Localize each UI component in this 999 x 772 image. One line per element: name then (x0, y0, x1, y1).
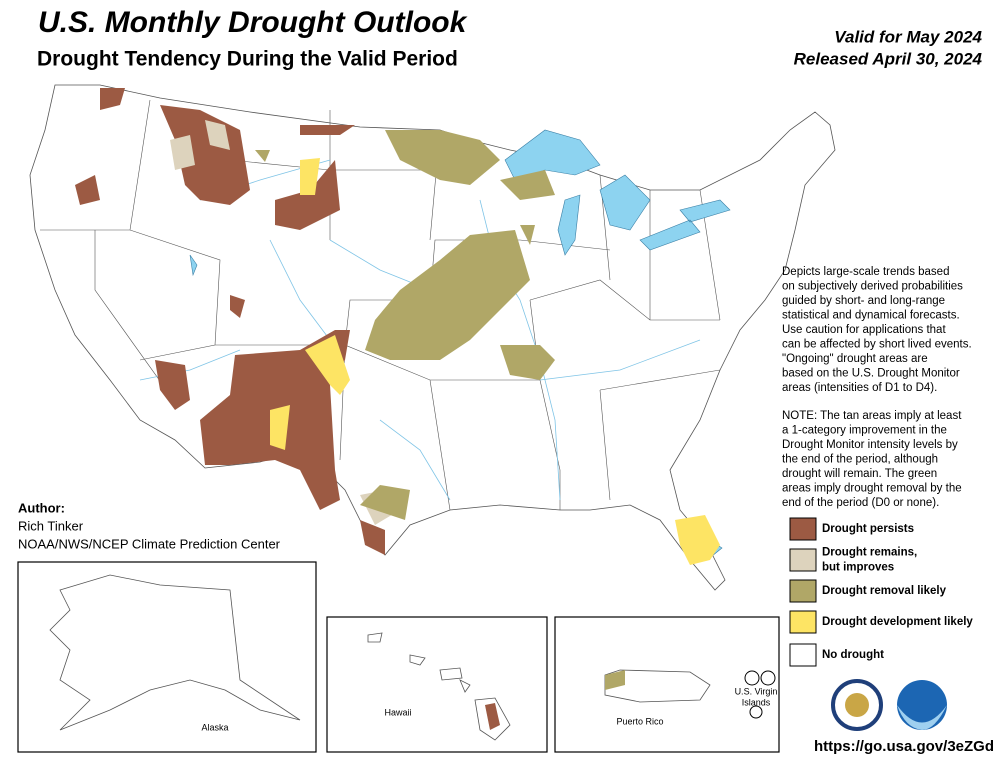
legend-swatch (789, 610, 817, 634)
description-line: can be affected by short lived events. (782, 339, 972, 351)
legend-label: Drought removal likely (822, 585, 947, 597)
description-line: "Ongoing" drought areas are (782, 353, 928, 365)
logos (831, 679, 947, 731)
drought-areas (75, 88, 720, 565)
note-line: a 1-category improvement in the (782, 425, 947, 437)
author-label: Author: (18, 500, 65, 515)
legend-label: but improves (822, 562, 894, 574)
description-line: statistical and dynamical forecasts. (782, 310, 960, 322)
description-line: areas (intensities of D1 to D4). (782, 382, 937, 394)
legend-swatch (789, 517, 817, 541)
legend-label: Drought remains, (822, 547, 917, 559)
note-line: end of the period (D0 or none). (782, 497, 939, 509)
note-line: NOTE: The tan areas imply at least (782, 410, 962, 422)
description-line: on subjectively derived probabilities (782, 281, 963, 293)
inset-label: Hawaii (384, 707, 411, 717)
valid-period: Valid for May 2024 (834, 27, 982, 46)
inset-label: U.S. Virgin (735, 686, 778, 696)
legend-label: Drought persists (822, 523, 914, 535)
legend-label: Drought development likely (822, 616, 973, 628)
note-line: areas imply drought removal by the (782, 483, 962, 495)
inset-maps (17, 561, 780, 753)
description-line: Depicts large-scale trends based (782, 266, 949, 278)
description-line: guided by short- and long-range (782, 295, 945, 307)
legend-label: No drought (822, 649, 884, 661)
url[interactable]: https://go.usa.gov/3eZGd (814, 738, 994, 755)
texts: U.S. Monthly Drought Outlook Drought Ten… (18, 6, 994, 755)
title: U.S. Monthly Drought Outlook (38, 6, 468, 39)
legend-swatch (789, 579, 817, 603)
release-date: Released April 30, 2024 (794, 49, 983, 68)
us-map (29, 84, 836, 591)
inset-label: Islands (742, 697, 771, 707)
legend-swatch (789, 643, 817, 667)
inset-label: Alaska (201, 722, 228, 732)
note-line: Drought Monitor intensity levels by (782, 439, 958, 451)
note-line: the end of the period, although (782, 454, 938, 466)
author-org: NOAA/NWS/NCEP Climate Prediction Center (18, 536, 281, 551)
description-line: based on the U.S. Drought Monitor (782, 368, 960, 380)
author-name: Rich Tinker (18, 518, 84, 533)
legend-swatch (789, 548, 817, 572)
description-line: Use caution for applications that (782, 324, 946, 336)
inset-label: Puerto Rico (616, 716, 663, 726)
note-line: drought will remain. The green (782, 468, 937, 480)
subtitle: Drought Tendency During the Valid Period (37, 48, 458, 71)
